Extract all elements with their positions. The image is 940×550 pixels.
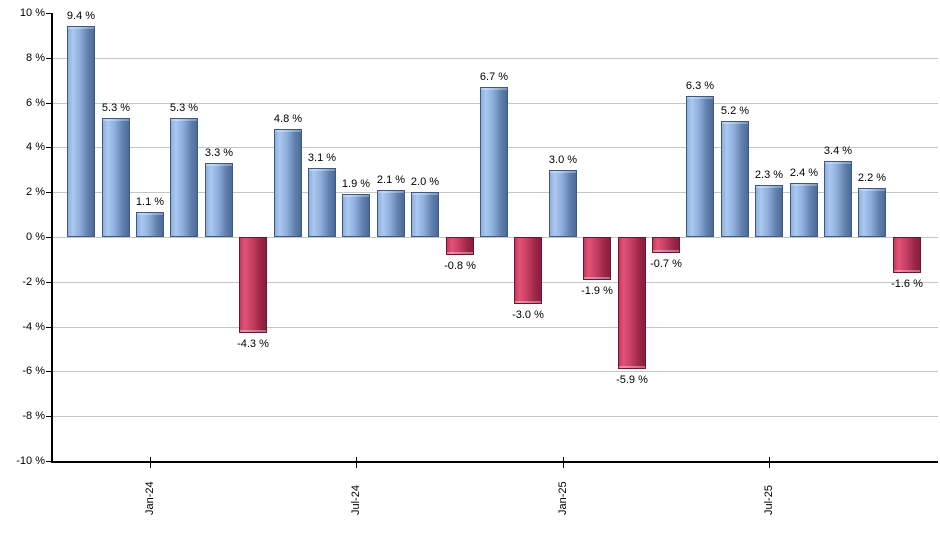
gridline [52, 327, 938, 328]
bar-value-label: 3.1 % [307, 152, 337, 164]
y-axis-label: -4 % [22, 321, 45, 333]
y-axis-label: 4 % [26, 141, 45, 153]
y-axis-label: -2 % [22, 276, 45, 288]
bar-value-label: 9.4 % [66, 10, 96, 22]
y-axis-tick [46, 103, 51, 104]
bar [67, 26, 95, 237]
bar [170, 118, 198, 237]
bar [583, 237, 611, 280]
bar-value-label: 4.8 % [273, 113, 303, 125]
y-axis-tick [46, 237, 51, 238]
bar-value-label: 3.3 % [204, 147, 234, 159]
bar [480, 87, 508, 237]
y-axis-tick [46, 192, 51, 193]
y-axis-label: 6 % [26, 97, 45, 109]
bar-value-label: -1.9 % [581, 285, 613, 297]
bar [102, 118, 130, 237]
bar [652, 237, 680, 253]
y-axis-label: -8 % [22, 410, 45, 422]
bar-value-label: 5.3 % [169, 102, 199, 114]
y-axis-tick [46, 13, 51, 14]
bar [205, 163, 233, 237]
y-axis-label: 2 % [26, 186, 45, 198]
x-tick-label: Jan-24 [144, 481, 156, 515]
y-axis-tick [46, 58, 51, 59]
y-axis-tick [46, 416, 51, 417]
bar-value-label: 1.1 % [135, 196, 165, 208]
gridline [52, 416, 938, 417]
bar-value-label: -3.0 % [512, 309, 544, 321]
bar [686, 96, 714, 237]
y-axis-label: 8 % [26, 52, 45, 64]
y-axis-tick [46, 461, 51, 462]
gridline [52, 58, 938, 59]
bar-value-label: -0.8 % [444, 260, 476, 272]
bar-value-label: 2.0 % [410, 176, 440, 188]
bar [274, 129, 302, 237]
y-axis-label: -10 % [16, 455, 45, 467]
bar-value-label: 2.2 % [857, 172, 887, 184]
y-axis-label: 10 % [19, 7, 45, 19]
bar [239, 237, 267, 333]
bar-value-label: 3.0 % [548, 154, 578, 166]
bar-value-label: 6.7 % [479, 71, 509, 83]
x-axis-line [51, 461, 938, 463]
bar [514, 237, 542, 304]
bar [136, 212, 164, 237]
y-axis-tick [46, 371, 51, 372]
bar-value-label: 3.4 % [823, 145, 853, 157]
y-axis-tick [46, 282, 51, 283]
bar [618, 237, 646, 369]
y-axis-tick [46, 327, 51, 328]
y-axis-tick [46, 147, 51, 148]
bar [342, 194, 370, 237]
y-axis-label: 0 % [26, 231, 45, 243]
gridline [52, 282, 938, 283]
bar [790, 183, 818, 237]
bar-value-label: 5.3 % [101, 102, 131, 114]
bar-value-label: 2.4 % [789, 167, 819, 179]
gridline [52, 237, 938, 238]
bar [308, 168, 336, 237]
bar-value-label: -1.6 % [891, 278, 923, 290]
bar-value-label: 5.2 % [720, 105, 750, 117]
bar-value-label: -4.3 % [237, 338, 269, 350]
bar-value-label: 2.1 % [376, 174, 406, 186]
x-axis-tick [769, 457, 770, 468]
bar [755, 185, 783, 237]
x-tick-label: Jul-24 [350, 485, 362, 515]
bar [549, 170, 577, 237]
bar [446, 237, 474, 255]
bar-value-label: 6.3 % [685, 80, 715, 92]
bar [858, 188, 886, 237]
bar-value-label: 1.9 % [341, 178, 371, 190]
y-axis-line [51, 13, 53, 463]
bar [721, 121, 749, 237]
bar [411, 192, 439, 237]
gridline [52, 371, 938, 372]
x-tick-label: Jan-25 [557, 481, 569, 515]
x-tick-label: Jul-25 [763, 485, 775, 515]
bar-value-label: -5.9 % [616, 374, 648, 386]
bar [824, 161, 852, 237]
x-axis-tick [356, 457, 357, 468]
bar [893, 237, 921, 273]
bar-value-label: 2.3 % [754, 169, 784, 181]
bar-value-label: -0.7 % [650, 258, 682, 270]
bar [377, 190, 405, 237]
x-axis-tick [563, 457, 564, 468]
y-axis-label: -6 % [22, 365, 45, 377]
x-axis-tick [150, 457, 151, 468]
